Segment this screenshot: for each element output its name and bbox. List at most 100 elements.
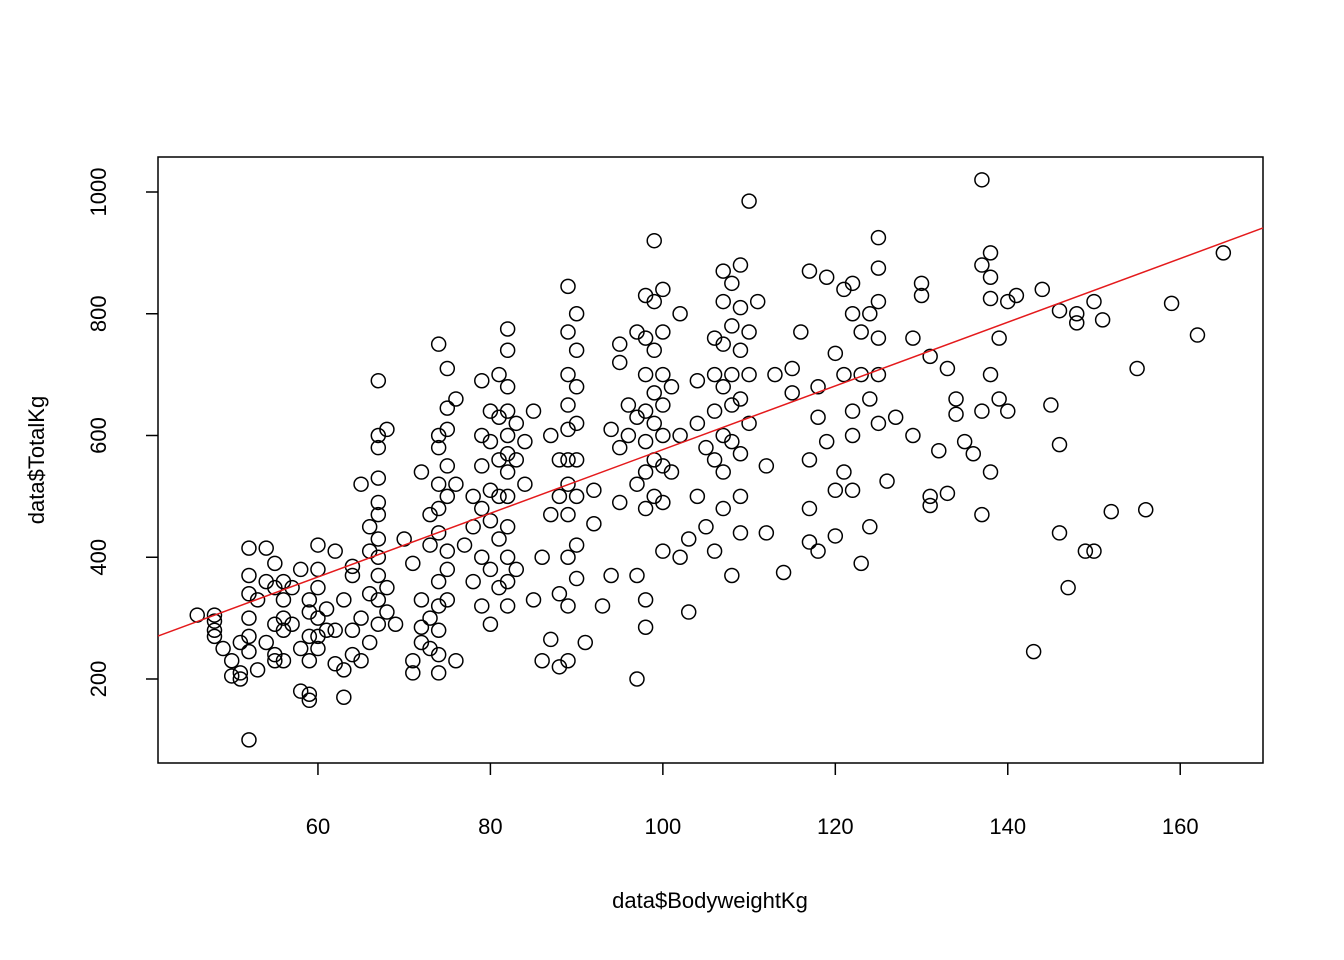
point xyxy=(715,293,731,310)
point xyxy=(439,488,456,505)
point xyxy=(430,622,447,639)
point xyxy=(543,427,559,444)
point xyxy=(706,403,723,419)
x-tick-label: 60 xyxy=(306,814,330,839)
point xyxy=(517,433,533,450)
point xyxy=(439,561,456,578)
point xyxy=(724,433,740,450)
point xyxy=(706,452,723,468)
point xyxy=(862,519,878,535)
point xyxy=(637,366,654,383)
x-tick-label: 80 xyxy=(478,814,502,839)
point xyxy=(353,652,369,669)
point xyxy=(637,403,654,419)
point xyxy=(413,592,430,608)
point xyxy=(870,330,887,346)
point xyxy=(689,415,706,432)
point xyxy=(448,391,464,407)
point xyxy=(249,592,266,608)
point xyxy=(430,573,447,590)
point xyxy=(508,452,525,468)
point xyxy=(741,324,757,340)
point xyxy=(611,354,628,371)
point xyxy=(663,464,680,480)
point xyxy=(862,391,878,407)
point xyxy=(499,598,516,614)
y-axis-title: data$TotalKg xyxy=(24,396,49,524)
point xyxy=(387,616,404,632)
point xyxy=(672,427,688,444)
point xyxy=(370,470,387,486)
point xyxy=(284,579,300,596)
y-tick-label: 600 xyxy=(86,417,111,454)
point xyxy=(715,263,731,279)
point xyxy=(379,421,395,438)
point xyxy=(499,573,516,590)
point xyxy=(620,427,637,444)
point xyxy=(560,366,576,383)
point xyxy=(741,193,757,209)
point xyxy=(1137,502,1154,518)
point xyxy=(611,336,628,352)
point xyxy=(430,665,447,681)
point xyxy=(439,592,456,608)
point xyxy=(715,379,731,395)
point xyxy=(370,616,387,632)
point xyxy=(1000,403,1016,419)
point xyxy=(413,464,430,480)
point xyxy=(241,567,257,584)
point xyxy=(310,610,326,626)
point xyxy=(680,531,697,547)
point xyxy=(853,366,869,383)
point xyxy=(465,488,481,505)
point xyxy=(732,488,749,505)
point xyxy=(853,324,869,340)
point xyxy=(327,622,343,639)
point xyxy=(560,476,576,492)
point xyxy=(870,260,887,276)
point xyxy=(499,403,516,419)
point xyxy=(1215,245,1232,261)
point xyxy=(439,458,456,474)
point xyxy=(370,567,387,584)
point xyxy=(646,232,662,249)
point xyxy=(741,366,757,383)
x-tick-label: 100 xyxy=(645,814,682,839)
point xyxy=(870,415,887,432)
point xyxy=(844,306,861,322)
point xyxy=(689,488,706,505)
x-tick-label: 140 xyxy=(989,814,1026,839)
point xyxy=(241,540,257,556)
point xyxy=(637,592,654,608)
point xyxy=(499,549,516,565)
point xyxy=(913,275,930,292)
point xyxy=(655,427,671,444)
point xyxy=(370,592,387,608)
point xyxy=(732,299,749,316)
point xyxy=(672,549,688,565)
point xyxy=(775,564,792,581)
point xyxy=(810,379,826,395)
point xyxy=(499,379,516,395)
point xyxy=(827,482,844,499)
point xyxy=(439,360,456,377)
point xyxy=(655,397,671,413)
point xyxy=(499,464,516,480)
point xyxy=(568,537,585,553)
point xyxy=(413,619,430,636)
point xyxy=(1008,287,1025,304)
point xyxy=(732,391,749,407)
point xyxy=(801,534,818,550)
point xyxy=(232,665,249,681)
point xyxy=(922,488,938,505)
point xyxy=(982,245,999,261)
point xyxy=(586,482,602,499)
point xyxy=(543,506,559,523)
point xyxy=(724,366,740,383)
point xyxy=(974,172,990,188)
point xyxy=(1068,315,1085,331)
point xyxy=(568,452,585,468)
point xyxy=(611,439,628,456)
point xyxy=(974,506,990,523)
point xyxy=(655,281,671,298)
